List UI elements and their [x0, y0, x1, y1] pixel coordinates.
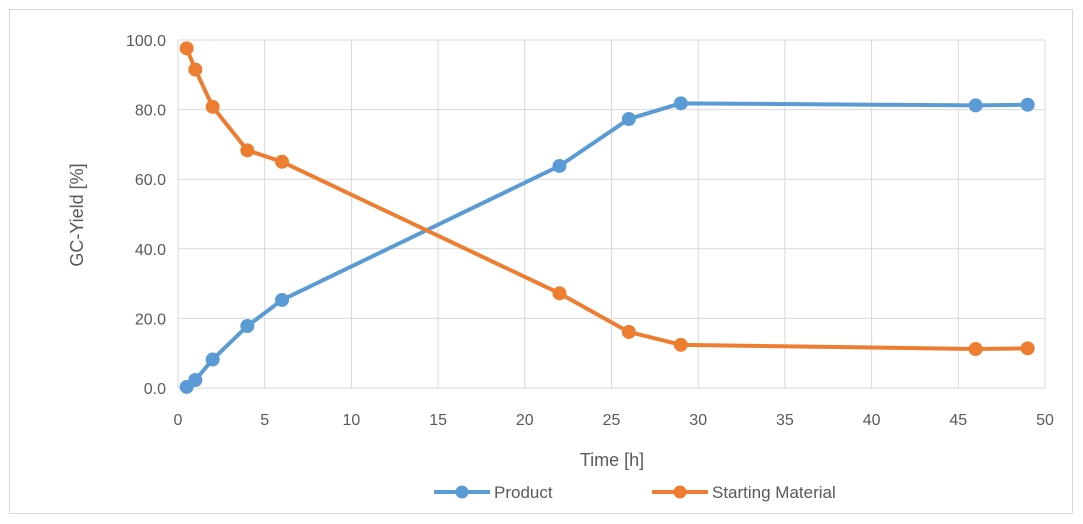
legend-label: Starting Material [712, 483, 836, 502]
x-tick-label: 25 [603, 412, 621, 429]
x-tick-label: 10 [343, 412, 361, 429]
x-tick-label: 15 [429, 412, 447, 429]
x-tick-label: 35 [776, 412, 794, 429]
data-point [275, 154, 290, 169]
legend-label: Product [494, 483, 553, 502]
y-axis-tick-labels: 0.0 20.0 40.0 60.0 80.0 100.0 [126, 33, 166, 398]
x-tick-label: 30 [689, 412, 707, 429]
data-point [188, 372, 203, 387]
y-tick-label: 80.0 [135, 103, 166, 120]
data-point [968, 98, 983, 113]
data-point [673, 337, 688, 352]
data-point [205, 99, 220, 114]
y-tick-label: 20.0 [135, 311, 166, 328]
series-layer [179, 41, 1035, 394]
x-tick-label: 40 [863, 412, 881, 429]
legend-marker [673, 485, 687, 499]
data-point [1020, 341, 1035, 356]
data-point [552, 286, 567, 301]
data-point [621, 324, 636, 339]
series-product [179, 96, 1035, 394]
data-point [673, 96, 688, 111]
x-tick-label: 45 [949, 412, 967, 429]
series-line [184, 46, 1030, 352]
x-axis-tick-labels: 0 5 10 15 20 25 30 35 40 45 50 [174, 412, 1054, 429]
legend: Product Starting Material [434, 483, 836, 502]
data-point [240, 319, 255, 334]
series-starting-material [179, 41, 1035, 357]
data-point [552, 158, 567, 173]
data-point [205, 352, 220, 367]
y-tick-label: 40.0 [135, 242, 166, 259]
y-tick-label: 0.0 [144, 381, 166, 398]
legend-item: Starting Material [652, 483, 836, 502]
data-point [621, 111, 636, 126]
data-point [1020, 97, 1035, 112]
y-tick-label: 100.0 [126, 33, 166, 50]
y-tick-label: 60.0 [135, 172, 166, 189]
y-axis-title: GC-Yield [%] [67, 163, 87, 266]
data-point [240, 143, 255, 158]
series-line [184, 101, 1030, 389]
x-tick-label: 20 [516, 412, 534, 429]
gridlines [177, 39, 1046, 389]
data-point [968, 342, 983, 357]
x-axis-title: Time [h] [580, 450, 644, 470]
legend-marker [455, 485, 469, 499]
chart-frame [9, 9, 1073, 514]
data-point [188, 62, 203, 77]
legend-item: Product [434, 483, 553, 502]
x-tick-label: 0 [174, 412, 183, 429]
x-tick-label: 50 [1036, 412, 1054, 429]
data-point [179, 41, 194, 56]
x-tick-label: 5 [260, 412, 269, 429]
data-point [275, 292, 290, 307]
